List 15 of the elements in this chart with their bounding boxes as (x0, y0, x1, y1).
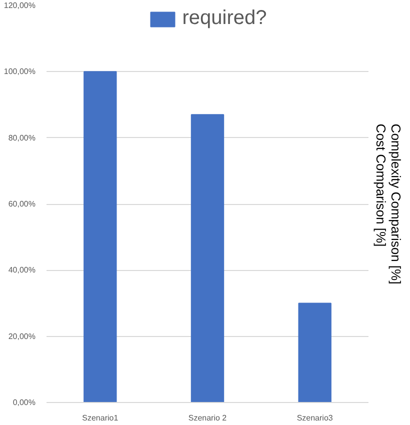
legend-label: required? (182, 7, 267, 30)
x-tick-label: Szenario3 (296, 414, 334, 422)
y-axis-title: Complexity Comparison [%] Cost Comparison [%] (374, 124, 404, 284)
x-tick-label: Szenario 2 (188, 414, 228, 422)
bar (190, 114, 224, 402)
y-tick-label: 60,00% (8, 200, 36, 208)
y-tick-label: 80,00% (8, 133, 36, 142)
y-tick-label: 100,00% (4, 67, 36, 76)
bar (298, 302, 332, 402)
bar (84, 71, 117, 402)
y-tick-label: 120,00% (4, 1, 36, 10)
y-tick-label: 0,00% (12, 398, 36, 407)
x-tick-label: Szenario1 (82, 414, 119, 422)
y-tick-label: 20,00% (8, 332, 36, 341)
y-tick-label: 40,00% (8, 266, 36, 275)
